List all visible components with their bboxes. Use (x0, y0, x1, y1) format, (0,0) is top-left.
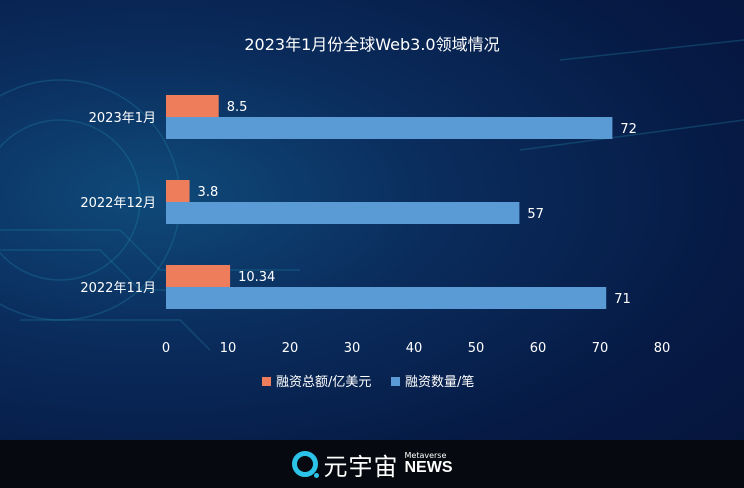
x-tick-label: 20 (282, 341, 299, 356)
bar-amount (166, 95, 219, 117)
logo: 元宇宙 Metaverse NEWS (291, 447, 453, 482)
data-label: 3.8 (198, 185, 219, 200)
bar-amount (166, 180, 190, 202)
category-label: 2022年12月 (80, 196, 156, 211)
legend-label-count: 融资数量/笔 (405, 374, 474, 390)
bar-count (166, 117, 613, 139)
logo-text-small: Metaverse (404, 451, 447, 460)
x-tick-label: 40 (406, 341, 423, 356)
x-tick-label: 10 (220, 341, 237, 356)
logo-text-cn: 元宇宙 (323, 452, 399, 481)
chart-title: 2023年1月份全球Web3.0领域情况 (244, 35, 499, 54)
x-tick-label: 80 (654, 341, 671, 356)
category-label: 2023年1月 (89, 111, 156, 126)
x-tick-label: 60 (530, 341, 547, 356)
legend-swatch-amount (262, 377, 271, 386)
bar-chart: 2023年1月份全球Web3.0领域情况 2023年1月 2022年12月 2022… (80, 35, 671, 390)
data-label: 10.34 (238, 270, 275, 285)
category-label: 2022年11月 (80, 281, 156, 296)
data-label: 72 (620, 122, 637, 137)
bar-amount (166, 265, 231, 287)
bar-count (166, 202, 520, 224)
x-tick-label: 70 (592, 341, 609, 356)
logo-q-icon (291, 451, 319, 478)
x-tick-label: 0 (162, 341, 170, 356)
data-label: 57 (527, 207, 544, 222)
legend-label-amount: 融资总额/亿美元 (276, 375, 371, 390)
x-tick-label: 50 (468, 341, 485, 356)
data-label: 8.5 (227, 100, 248, 115)
data-label: 71 (614, 292, 631, 307)
footer: 元宇宙 Metaverse NEWS (0, 440, 744, 488)
bar-count (166, 287, 607, 309)
x-tick-label: 30 (344, 341, 361, 356)
legend-swatch-count (391, 377, 400, 386)
logo-text-big: NEWS (404, 459, 453, 476)
legend: 融资总额/亿美元 融资数量/笔 (262, 374, 474, 390)
